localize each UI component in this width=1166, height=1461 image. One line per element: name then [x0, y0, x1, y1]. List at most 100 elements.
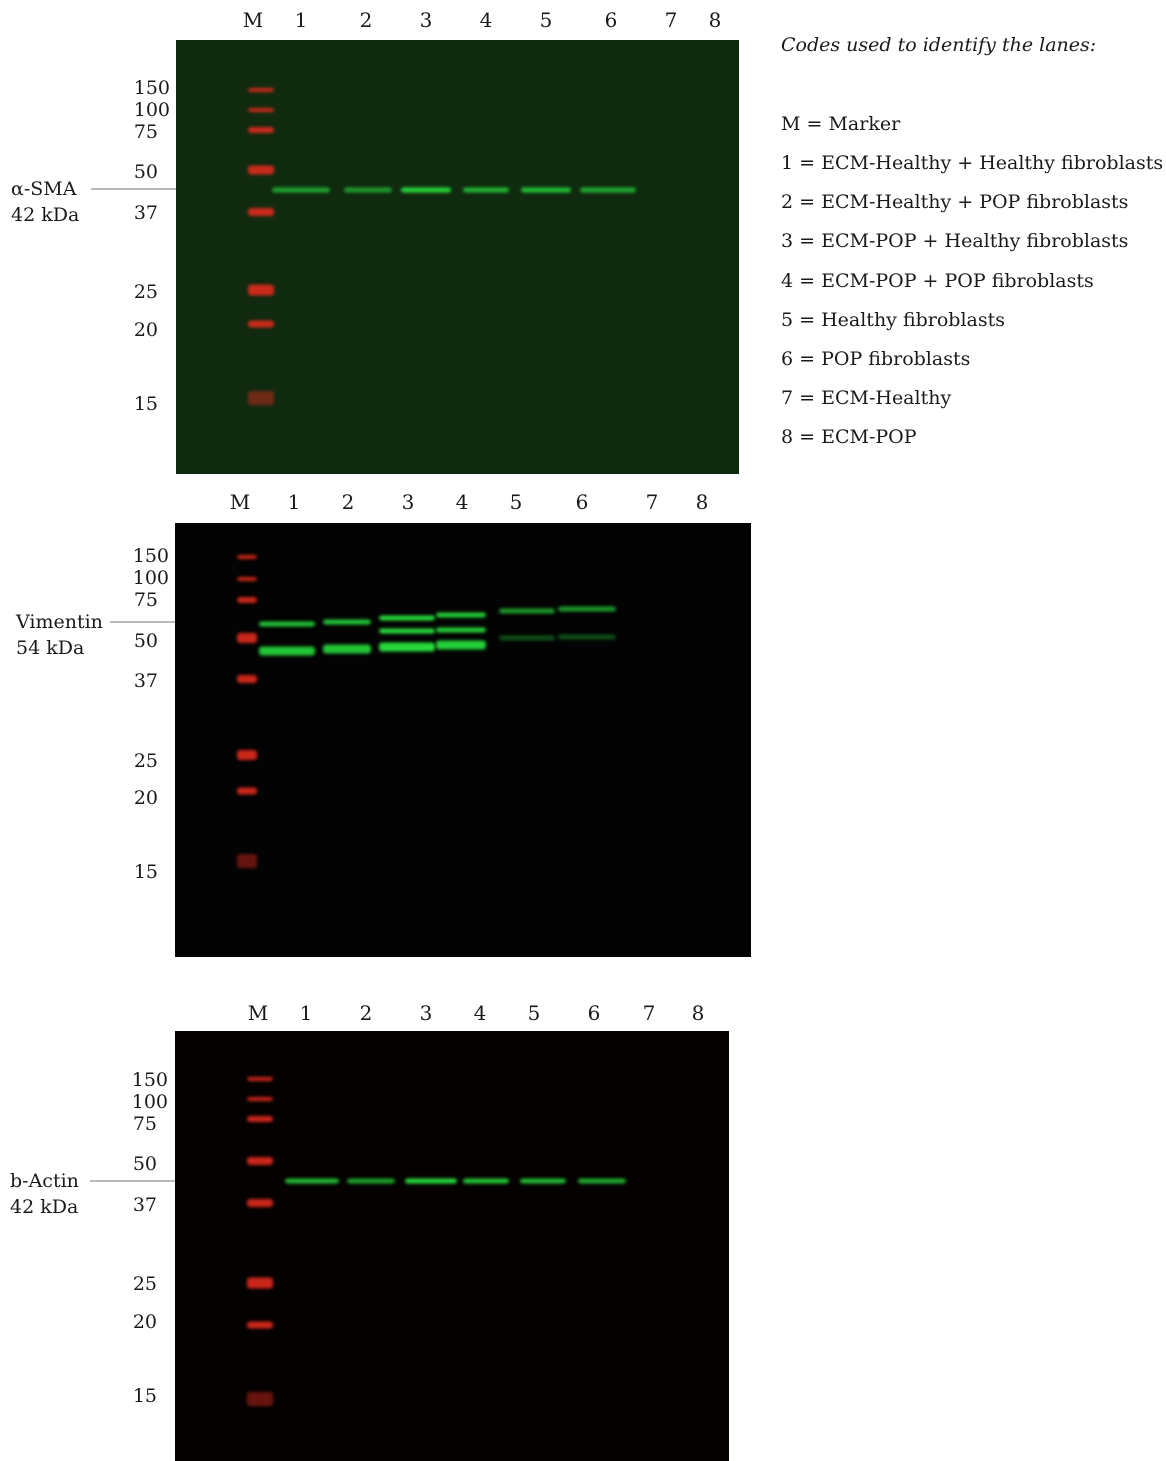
arrow-line [90, 1180, 186, 1182]
marker-band [247, 1157, 273, 1165]
lane-label-1: 1 [287, 490, 301, 514]
protein-band [259, 646, 315, 656]
blot-svg [176, 40, 739, 474]
target-size: 54 kDa [16, 637, 85, 659]
target-name: b-Actin [10, 1170, 79, 1192]
target-size: 42 kDa [10, 1196, 79, 1218]
legend-item: 6 = POP fibroblasts [781, 348, 971, 370]
protein-band [347, 1178, 395, 1184]
lane-label-5: 5 [539, 8, 553, 32]
mw-label-75: 75 [133, 589, 158, 611]
mw-label-100: 100 [131, 1091, 168, 1113]
legend-item: 5 = Healthy fibroblasts [781, 309, 1006, 331]
lane-label-7: 7 [642, 1001, 656, 1025]
marker-band [248, 284, 274, 296]
mw-label-150: 150 [132, 545, 169, 567]
lane-label-4: 4 [479, 8, 493, 32]
lane-label-4: 4 [455, 490, 469, 514]
protein-band [463, 187, 509, 193]
protein-band [405, 1178, 457, 1184]
marker-band [237, 555, 257, 559]
marker-band [237, 577, 257, 581]
legend-title: Codes used to identify the lanes: [781, 34, 1097, 56]
mw-label-37: 37 [133, 202, 158, 224]
protein-band [499, 635, 555, 641]
legend-item: 4 = ECM-POP + POP fibroblasts [781, 270, 1094, 292]
protein-band [558, 634, 616, 640]
lane-label-5: 5 [527, 1001, 541, 1025]
mw-label-15: 15 [133, 861, 158, 883]
lane-label-8: 8 [695, 490, 709, 514]
lane-label-7: 7 [645, 490, 659, 514]
marker-band [248, 320, 274, 328]
mw-label-25: 25 [133, 281, 158, 303]
marker-band [247, 1392, 273, 1406]
mw-label-37: 37 [132, 1194, 157, 1216]
mw-label-50: 50 [132, 1153, 157, 1175]
marker-band [237, 787, 257, 795]
marker-band [248, 391, 274, 405]
marker-band [248, 127, 274, 133]
marker-band [237, 597, 257, 603]
lane-label-3: 3 [419, 8, 433, 32]
mw-label-20: 20 [133, 319, 158, 341]
mw-label-150: 150 [131, 1069, 168, 1091]
lane-label-6: 6 [604, 8, 618, 32]
mw-label-150: 150 [133, 77, 170, 99]
arrow-line [91, 188, 187, 190]
mw-label-75: 75 [133, 121, 158, 143]
target-label: α-SMA 42 kDa [11, 176, 79, 228]
protein-band [463, 1178, 509, 1184]
protein-band [436, 627, 486, 633]
protein-band [285, 1178, 339, 1184]
protein-band [436, 640, 486, 650]
mw-label-100: 100 [133, 99, 170, 121]
lane-label-5: 5 [509, 490, 523, 514]
legend-item: 3 = ECM-POP + Healthy fibroblasts [781, 230, 1129, 252]
marker-band [237, 854, 257, 868]
blot-image [176, 40, 739, 474]
lane-label-6: 6 [575, 490, 589, 514]
lane-label-6: 6 [587, 1001, 601, 1025]
protein-band [499, 608, 555, 614]
marker-band [237, 750, 257, 760]
legend-item: 8 = ECM-POP [781, 426, 917, 448]
protein-band [558, 606, 616, 612]
legend-item: M = Marker [781, 113, 901, 135]
protein-band [578, 1178, 626, 1184]
protein-band [272, 187, 330, 193]
marker-band [247, 1116, 273, 1122]
mw-label-37: 37 [133, 670, 158, 692]
lane-label-1: 1 [299, 1001, 313, 1025]
lane-label-m: M [229, 490, 251, 514]
mw-label-15: 15 [133, 393, 158, 415]
marker-band [248, 108, 274, 112]
mw-label-50: 50 [133, 161, 158, 183]
protein-band [436, 612, 486, 618]
target-size: 42 kDa [11, 204, 80, 226]
mw-label-25: 25 [132, 1273, 157, 1295]
protein-band [401, 187, 451, 193]
protein-band [521, 187, 571, 193]
marker-band [247, 1277, 273, 1289]
marker-band [248, 88, 274, 92]
lane-label-m: M [242, 8, 264, 32]
protein-band [379, 615, 435, 621]
arrow-line [110, 621, 222, 623]
marker-band [237, 633, 257, 643]
lane-label-8: 8 [691, 1001, 705, 1025]
marker-band [248, 165, 274, 175]
lane-label-7: 7 [664, 8, 678, 32]
protein-band [323, 644, 371, 654]
lane-label-m: M [247, 1001, 269, 1025]
protein-band [379, 642, 435, 652]
lane-label-4: 4 [473, 1001, 487, 1025]
marker-band [248, 208, 274, 216]
lane-label-8: 8 [708, 8, 722, 32]
blot-background [175, 1031, 729, 1461]
marker-band [237, 675, 257, 683]
marker-band [247, 1321, 273, 1329]
lane-label-2: 2 [359, 8, 373, 32]
mw-label-100: 100 [132, 567, 169, 589]
protein-band [344, 187, 392, 193]
